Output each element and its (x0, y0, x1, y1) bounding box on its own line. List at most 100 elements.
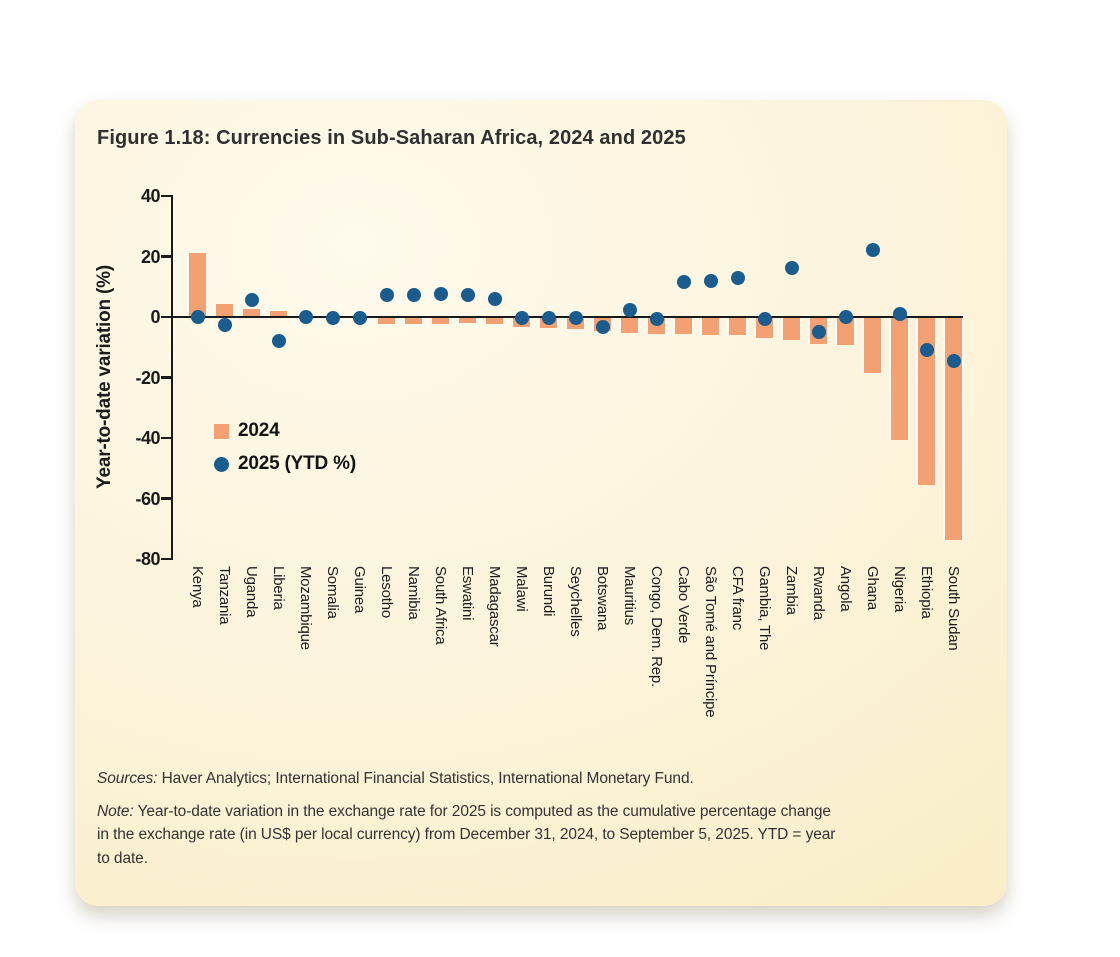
dot-tanzania (217, 317, 232, 332)
chart-legend: 2024 2025 (YTD %) (214, 420, 356, 486)
note-block: Note: Year-to-date variation in the exch… (97, 800, 842, 870)
x-label-text-lesotho: Lesotho (378, 566, 395, 618)
legend-circle-icon (214, 456, 229, 472)
dot-angola (838, 309, 853, 324)
x-label-text-madagascar: Madagascar (486, 566, 503, 647)
legend-square-icon (214, 423, 229, 439)
bar-lesotho (376, 317, 397, 324)
x-label-text-ghana: Ghana (864, 566, 881, 611)
figure-title: Figure 1.18: Currencies in Sub-Saharan A… (97, 127, 686, 149)
x-label-text-zambia: Zambia (783, 566, 800, 615)
bar-ethiopia (916, 317, 937, 486)
dot-malawi (514, 311, 529, 326)
sources-label: Sources: (97, 770, 158, 787)
zero-line (171, 315, 963, 319)
dot-south-africa (433, 287, 448, 302)
x-label-text-congo-dem-rep: Congo, Dem. Rep. (648, 566, 665, 688)
sources-line: Sources: Haver Analytics; International … (97, 770, 694, 788)
y-tick--60 (160, 497, 171, 500)
legend-item-2024: 2024 (214, 420, 356, 442)
x-label-south-sudan: South Sudan (945, 566, 1047, 651)
bar-uganda (241, 309, 262, 317)
bar-zambia (781, 317, 802, 340)
dot-sao-tome-and-principe (703, 274, 718, 288)
dot-cabo-verde (676, 274, 691, 289)
note-label: Note: (97, 803, 134, 820)
x-label-text-kenya: Kenya (189, 566, 206, 608)
dot-somalia (325, 310, 340, 325)
x-label-text-rwanda: Rwanda (810, 566, 827, 620)
dot-seychelles (568, 310, 583, 325)
dot-uganda (244, 293, 259, 308)
bar-ghana (862, 317, 883, 373)
dot-lesotho (379, 287, 394, 302)
dot-kenya (190, 310, 205, 324)
dot-mozambique (298, 310, 313, 324)
x-label-text-guinea: Guinea (351, 566, 368, 614)
y-tick-label--40: -40 (135, 428, 160, 448)
x-label-text-somalia: Somalia (324, 566, 341, 619)
dot-namibia (406, 287, 421, 302)
y-tick-label-40: 40 (140, 186, 161, 206)
dot-south-sudan (946, 353, 961, 368)
x-label-text-south-sudan: South Sudan (945, 566, 962, 651)
x-label-text-botswana: Botswana (594, 566, 611, 631)
dot-guinea (352, 310, 367, 325)
x-label-text-gambia-the: Gambia, The (756, 566, 773, 651)
y-tick--80 (160, 557, 171, 561)
x-label-text-cfa-franc: CFA franc (729, 566, 746, 631)
legend-label-2025-ytd: 2025 (YTD %) (238, 453, 356, 474)
dot-eswatini (460, 287, 475, 302)
y-axis-line (170, 195, 173, 560)
x-label-text-nigeria: Nigeria (891, 566, 908, 613)
legend-label-2024: 2024 (238, 420, 280, 441)
y-tick-40 (160, 194, 171, 198)
x-label-text-mauritius: Mauritius (621, 566, 638, 626)
x-label-text-seychelles: Seychelles (567, 566, 584, 637)
x-label-text-malawi: Malawi (513, 566, 530, 612)
y-tick-20 (160, 255, 171, 258)
x-label-text-liberia: Liberia (270, 566, 287, 610)
dot-rwanda (811, 324, 826, 339)
x-label-text-south-africa: South Africa (432, 566, 449, 645)
dot-congo-dem-rep (649, 312, 664, 327)
y-tick-0 (160, 315, 171, 319)
x-label-text-burundi: Burundi (540, 566, 557, 617)
bar-cfa-franc (727, 317, 748, 336)
y-tick-label-0: 0 (150, 307, 160, 327)
x-label-text-namibia: Namibia (405, 566, 422, 620)
x-label-text-sao-tome-and-principe: São Tomé and Príncipe (702, 566, 719, 718)
x-label-text-angola: Angola (837, 566, 854, 612)
dot-burundi (541, 311, 556, 326)
dot-ethiopia (919, 343, 934, 358)
y-tick-label--80: -80 (135, 549, 160, 569)
bar-nigeria (889, 317, 910, 441)
y-tick--40 (160, 436, 171, 440)
dot-nigeria (892, 307, 907, 322)
x-label-text-mozambique: Mozambique (297, 566, 314, 650)
x-label-text-eswatini: Eswatini (459, 566, 476, 621)
bar-namibia (403, 317, 424, 324)
x-label-text-uganda: Uganda (243, 566, 260, 618)
dot-madagascar (487, 291, 502, 306)
bar-angola (835, 317, 856, 346)
bar-mauritius (619, 317, 640, 334)
bar-kenya (187, 253, 208, 317)
bar-tanzania (214, 303, 235, 317)
figure-card (75, 100, 1007, 906)
y-tick-label--20: -20 (135, 367, 160, 388)
dot-liberia (271, 334, 286, 349)
y-tick-label--60: -60 (135, 488, 160, 509)
legend-item-2025-ytd: 2025 (YTD %) (214, 453, 356, 475)
bar-south-africa (430, 317, 451, 325)
dot-zambia (784, 261, 799, 276)
note-text: Year-to-date variation in the exchange r… (97, 803, 836, 867)
bar-liberia (268, 310, 289, 317)
dot-ghana (865, 243, 880, 258)
dot-botswana (595, 319, 610, 334)
bar-madagascar (484, 317, 505, 324)
dot-cfa-franc (730, 271, 745, 286)
dot-gambia-the (757, 311, 772, 326)
